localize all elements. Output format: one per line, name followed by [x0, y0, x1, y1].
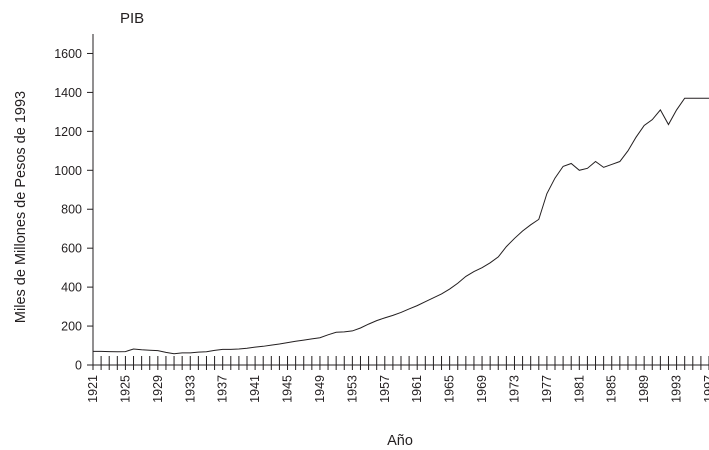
y-axis-label: Miles de Millones de Pesos de 1993: [13, 91, 29, 323]
x-tick-label: 1925: [118, 375, 132, 403]
x-tick-label: 1933: [183, 375, 197, 403]
y-tick-label: 200: [61, 320, 82, 334]
y-tick-label: 800: [61, 203, 82, 217]
x-tick-label: 1949: [313, 375, 327, 403]
y-tick-label: 1200: [54, 125, 82, 139]
x-tick-label: 1937: [216, 375, 230, 403]
x-tick-label: 1941: [248, 375, 262, 403]
y-axis-ticks: 0 200 400 600 800 1000 1200 1400 1600: [54, 47, 93, 373]
y-tick-label: 400: [61, 281, 82, 295]
y-tick-label: 0: [75, 359, 82, 373]
x-tick-label: 1993: [670, 375, 684, 403]
x-tick-label: 1965: [443, 375, 457, 403]
y-tick-label: 600: [61, 242, 82, 256]
x-tick-label: 1969: [475, 375, 489, 403]
y-tick-label: 1000: [54, 164, 82, 178]
x-tick-label: 1977: [540, 375, 554, 403]
x-tick-label: 1997: [702, 375, 709, 403]
x-tick-label: 1945: [281, 375, 295, 403]
x-axis-label: Año: [387, 433, 413, 449]
pib-series-line: [93, 97, 709, 355]
x-tick-label: 1981: [572, 375, 586, 403]
x-tick-label: 1961: [410, 375, 424, 403]
chart-title: PIB: [120, 10, 144, 27]
x-tick-label: 1989: [637, 375, 651, 403]
x-tick-label: 1921: [86, 375, 100, 403]
y-tick-label: 1600: [54, 47, 82, 61]
x-axis-ticks: 1921 1925 1929 1933 1937 1941 1945 1949 1953 1957…: [86, 356, 709, 403]
y-tick-label: 1400: [54, 86, 82, 100]
x-tick-label: 1985: [605, 375, 619, 403]
x-tick-label: 1929: [151, 375, 165, 403]
x-tick-label: 1973: [507, 375, 521, 403]
x-tick-label: 1953: [345, 375, 359, 403]
x-tick-label: 1957: [378, 375, 392, 403]
